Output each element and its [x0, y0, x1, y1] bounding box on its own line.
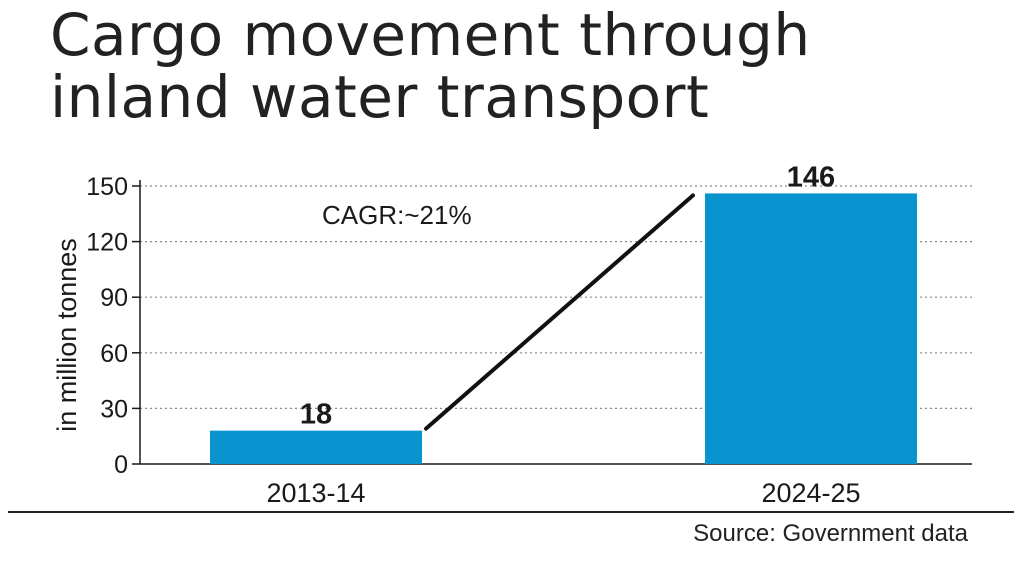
x-tick-label: 2013-14	[266, 478, 365, 508]
footer-divider	[8, 511, 1014, 513]
y-tick-label: 120	[86, 229, 128, 257]
data-label: 146	[787, 161, 835, 193]
trend-line	[424, 193, 695, 431]
x-tick-label: 2024-25	[761, 478, 860, 508]
y-axis-label: in million tonnes	[52, 238, 82, 432]
chart-title-line-1: Cargo movement through	[50, 1, 811, 69]
y-tick-label: 90	[100, 284, 128, 312]
y-tick-label: 150	[86, 173, 128, 201]
chart-title-line-2: inland water transport	[50, 63, 710, 131]
y-tick-label: 60	[100, 340, 128, 368]
source-note: Source: Government data	[693, 520, 968, 547]
cagr-annotation: CAGR:~21%	[322, 200, 472, 230]
data-label: 18	[300, 399, 332, 431]
bar	[705, 193, 917, 464]
chart-title: Cargo movement through inland water tran…	[50, 4, 950, 128]
bar	[210, 430, 422, 464]
y-tick-label: 30	[100, 395, 128, 423]
y-tick-label: 0	[114, 451, 128, 479]
